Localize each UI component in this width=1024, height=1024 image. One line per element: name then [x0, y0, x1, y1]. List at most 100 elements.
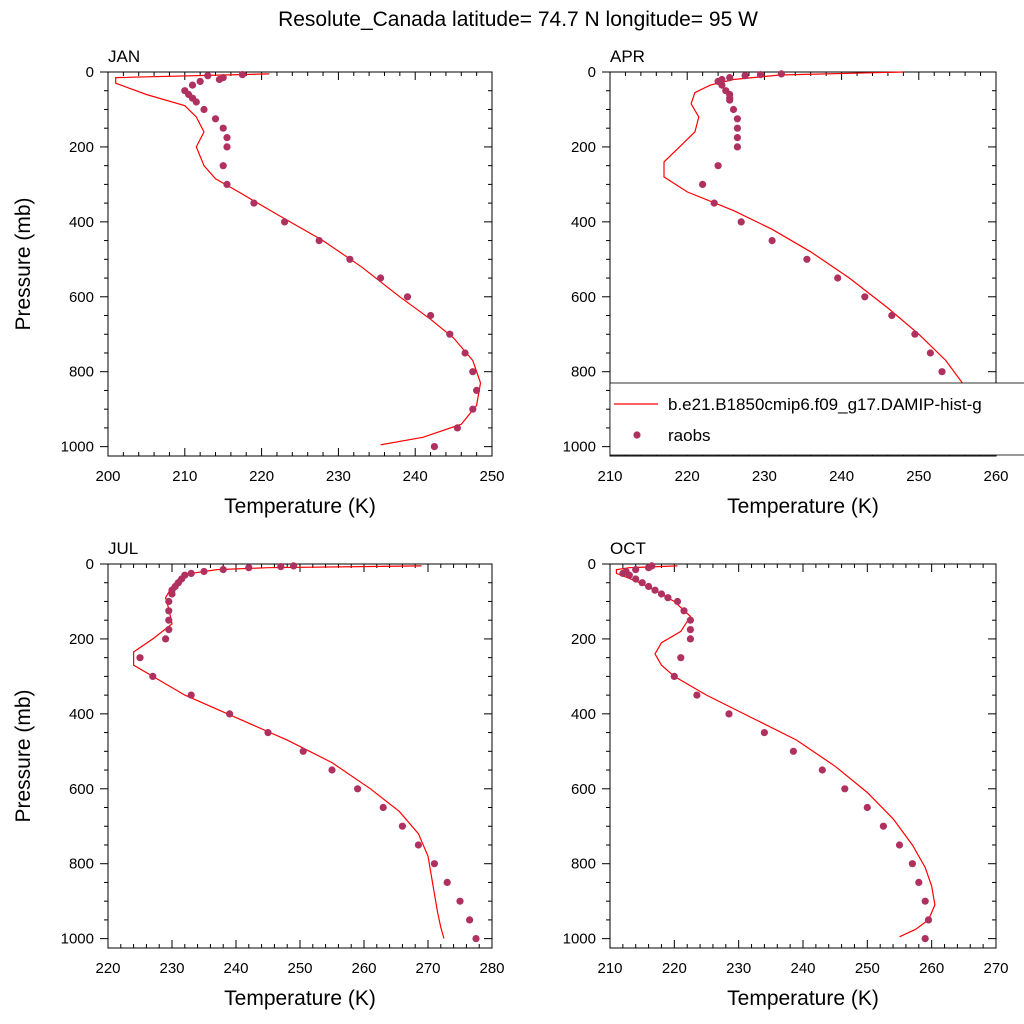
obs-point: [165, 597, 173, 606]
obs-point: [223, 180, 231, 188]
panel-title: APR: [610, 47, 645, 66]
panel-title: JAN: [108, 47, 140, 66]
obs-point: [686, 635, 695, 643]
obs-point: [398, 822, 406, 830]
obs-point: [710, 199, 718, 207]
obs-point: [466, 916, 474, 924]
obs-point: [733, 124, 742, 132]
obs-point: [673, 597, 682, 606]
obs-point: [733, 134, 742, 142]
obs-point: [741, 72, 749, 80]
obs-point: [726, 96, 734, 104]
x-tick-label: 240: [223, 960, 248, 977]
obs-point: [187, 569, 195, 578]
obs-point: [204, 72, 212, 80]
obs-point: [645, 582, 653, 591]
obs-point: [215, 75, 223, 84]
obs-point: [192, 98, 200, 106]
obs-point: [924, 916, 933, 924]
obs-point: [863, 803, 871, 812]
x-tick-label: 260: [919, 960, 944, 977]
legend: b.e21.B1850cmip6.f09_g17.DAMIP-hist-g ra…: [609, 382, 1024, 456]
obs-point: [632, 566, 640, 574]
obs-point: [162, 635, 170, 643]
obs-point: [290, 562, 298, 570]
panel-title: OCT: [610, 539, 646, 558]
panel-jul: JUL 220 230 240 250 260 270 280 0 200 400 600 800 100…: [12, 539, 505, 1010]
x-axis-label: Temperature (K): [727, 987, 879, 1010]
y-tick-label: 800: [69, 856, 94, 873]
y-tick-label: 400: [571, 706, 596, 723]
x-tick-label: 270: [415, 960, 440, 977]
x-tick-label: 220: [95, 960, 120, 977]
obs-point: [818, 766, 826, 774]
legend-model-label: b.e21.B1850cmip6.f09_g17.DAMIP-hist-g: [668, 395, 982, 414]
obs-point: [219, 566, 227, 574]
model-line: [115, 73, 482, 446]
model-line: [615, 565, 936, 938]
model-line: [133, 565, 445, 939]
x-tick-label: 280: [479, 960, 504, 977]
obs-point: [664, 594, 672, 602]
obs-point: [777, 70, 786, 78]
obs-point: [446, 330, 454, 338]
y-tick-label: 1000: [563, 931, 596, 948]
legend-box: [609, 382, 1024, 456]
y-tick-label: 1000: [563, 439, 596, 456]
obs-point: [632, 575, 640, 583]
obs-point: [165, 607, 173, 615]
obs-point: [245, 564, 253, 572]
obs-point: [430, 860, 438, 868]
plot-frame: [609, 563, 997, 949]
obs-point: [921, 935, 929, 943]
obs-point: [693, 691, 701, 699]
obs-point: [469, 368, 477, 376]
obs-point: [699, 180, 707, 188]
x-tick-label: 240: [829, 468, 854, 485]
obs-point: [619, 569, 627, 578]
obs-point: [651, 586, 659, 594]
y-tick-label: 1000: [61, 439, 94, 456]
y-tick-label: 0: [588, 556, 596, 573]
obs-point: [733, 143, 742, 151]
obs-point: [346, 255, 354, 263]
y-tick-label: 0: [86, 556, 94, 573]
obs-point: [136, 654, 144, 662]
obs-point: [718, 81, 726, 89]
obs-point: [250, 199, 258, 207]
obs-point: [223, 134, 231, 142]
obs-point: [841, 785, 849, 793]
panel-jan: JAN 200 210 220 230 240 250 0 200 400 600 800 1000 Te…: [12, 47, 505, 518]
x-tick-label: 200: [95, 468, 120, 485]
obs-point: [277, 563, 285, 571]
obs-point: [789, 747, 798, 755]
x-tick-label: 250: [906, 468, 931, 485]
obs-point: [430, 443, 438, 451]
x-tick-label: 220: [249, 468, 274, 485]
obs-point: [299, 747, 307, 755]
obs-point: [403, 293, 412, 301]
obs-point: [473, 386, 481, 394]
y-tick-label: 200: [69, 631, 94, 648]
obs-point: [879, 822, 888, 830]
y-tick-label: 600: [571, 289, 596, 306]
obs-point: [188, 81, 197, 89]
x-tick-label: 230: [159, 960, 184, 977]
obs-point: [768, 237, 776, 245]
obs-point: [686, 626, 695, 634]
y-tick-label: 600: [69, 781, 94, 798]
obs-point: [888, 311, 896, 320]
x-tick-label: 210: [172, 468, 197, 485]
obs-point: [354, 785, 362, 793]
panels: JAN 200 210 220 230 240 250 0 200 400 600 800 1000 Te…: [12, 47, 1009, 1010]
y-tick-label: 800: [69, 364, 94, 381]
x-tick-label: 260: [983, 468, 1008, 485]
obs-point: [281, 218, 289, 226]
obs-point: [149, 672, 157, 681]
legend-obs-label: raobs: [668, 426, 711, 445]
y-tick-label: 200: [571, 631, 596, 648]
obs-point: [725, 710, 733, 718]
x-tick-label: 210: [597, 960, 622, 977]
x-tick-label: 220: [675, 468, 700, 485]
